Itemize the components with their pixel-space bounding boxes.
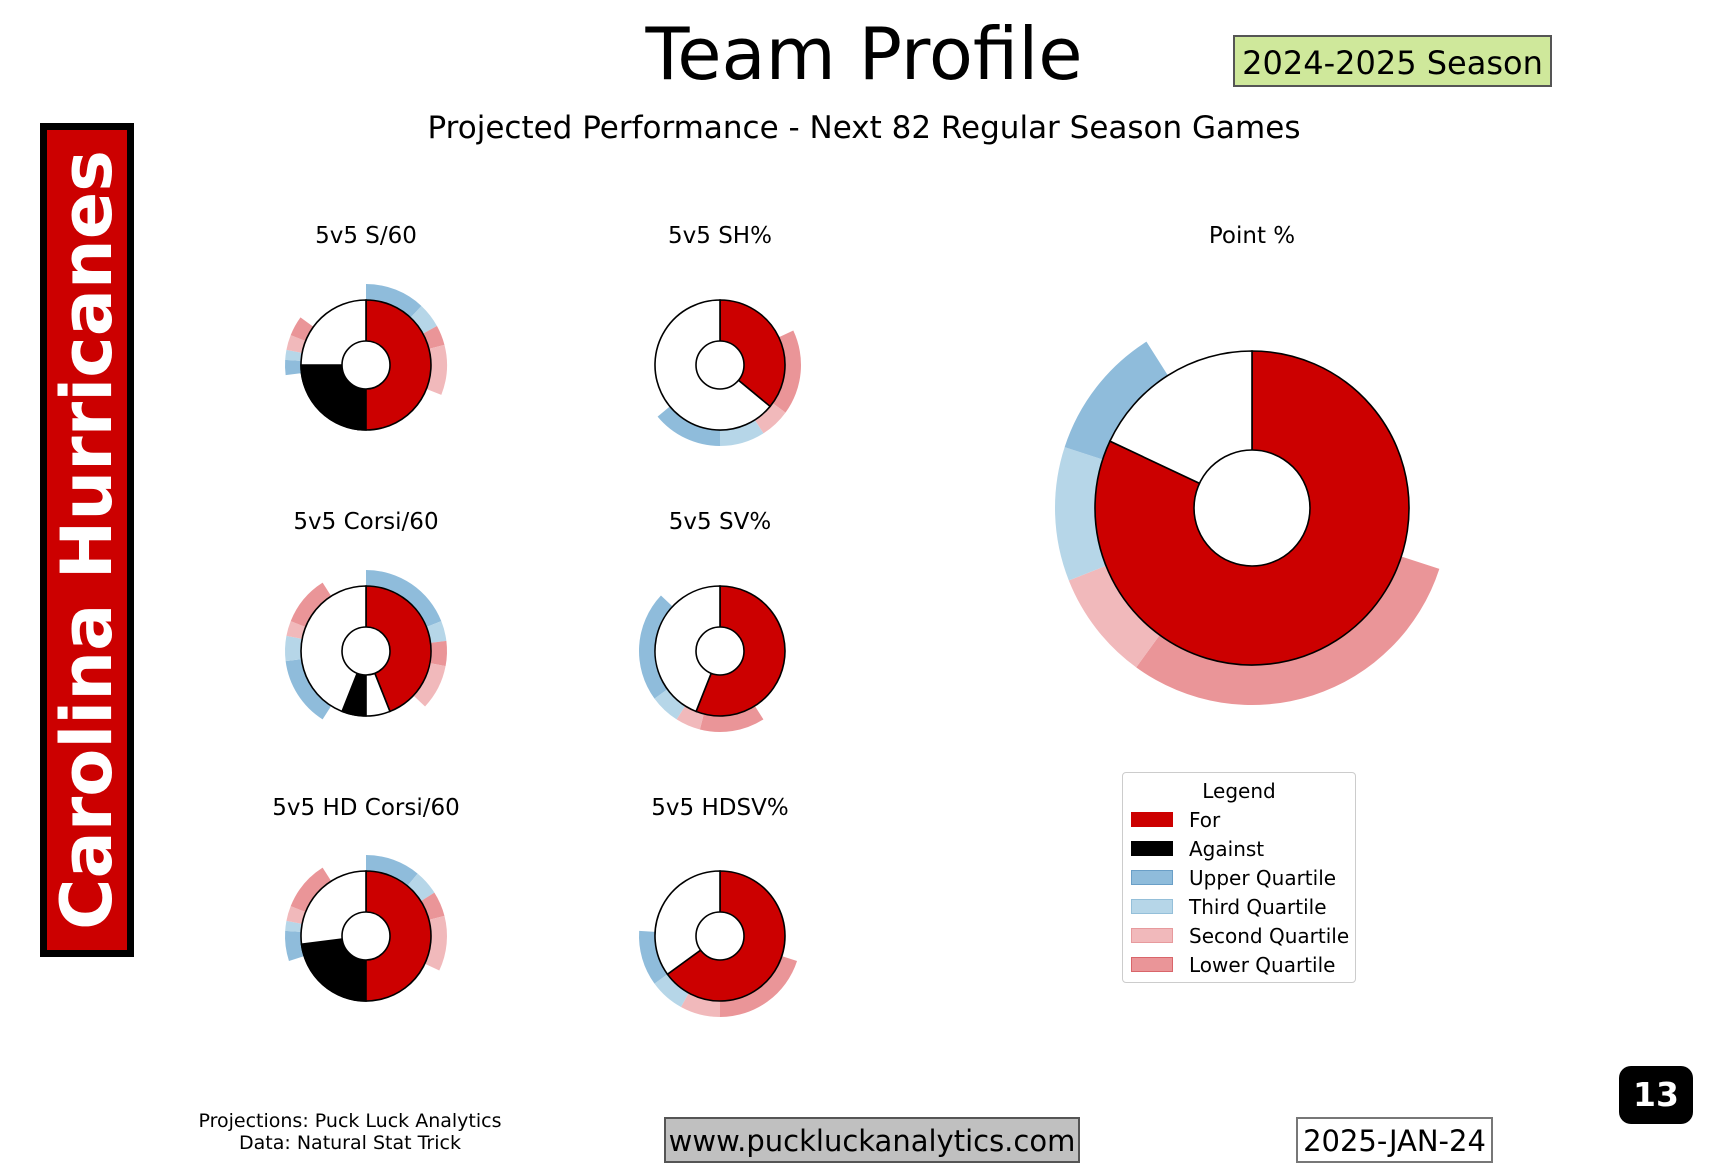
legend-label-second-quartile: Second Quartile: [1189, 924, 1350, 948]
legend-swatch-for: [1131, 812, 1173, 827]
donut-chart-5v5-hd-corsi-60: 5v5 HD Corsi/60: [272, 795, 460, 1002]
slice-for: [352, 870, 432, 1002]
quartile-segment-third-quartile: [285, 349, 305, 362]
slice-for: [356, 299, 432, 431]
quartile-segment-third-quartile: [406, 873, 435, 903]
legend-label-for: For: [1189, 808, 1221, 832]
chart-title: 5v5 SV%: [669, 509, 771, 535]
quartile-segment-third-quartile: [285, 920, 305, 933]
donut-chart-5v5-sh: 5v5 SH%: [654, 223, 801, 446]
quartile-segment-lower-quartile: [1136, 555, 1440, 706]
legend-swatch-upper-quartile: [1131, 870, 1173, 885]
chart-title: 5v5 S/60: [315, 223, 417, 249]
quartile-segment-third-quartile: [284, 635, 305, 662]
chart-title: Point %: [1209, 223, 1295, 249]
legend-swatch-against: [1131, 841, 1173, 856]
credits-projections: Projections: Puck Luck Analytics: [198, 1110, 502, 1132]
quartile-segment-upper-quartile: [366, 855, 418, 888]
quartile-segment-upper-quartile: [366, 284, 422, 320]
quartile-segment-lower-quartile: [699, 704, 764, 733]
slice-for: [719, 299, 786, 408]
team-banner: Carolina Hurricanes: [40, 123, 134, 957]
slice-against: [654, 870, 721, 976]
quartile-segment-second-quartile: [1068, 565, 1161, 668]
quartile-segment-third-quartile: [720, 418, 764, 446]
chart-title: 5v5 HDSV%: [651, 795, 788, 821]
quartile-segment-upper-quartile: [285, 359, 304, 376]
quartile-segment-second-quartile: [411, 662, 446, 707]
quartile-segment-third-quartile: [1054, 447, 1108, 581]
legend-swatch-third-quartile: [1131, 899, 1173, 914]
date-label: 2025-JAN-24: [1296, 1117, 1493, 1163]
donut-hole: [695, 626, 745, 676]
donut-chart-5v5-hdsv: 5v5 HDSV%: [638, 795, 798, 1017]
page-subtitle: Projected Performance - Next 82 Regular …: [427, 110, 1301, 146]
quartile-segment-second-quartile: [286, 621, 308, 640]
website-link[interactable]: www.puckluckanalytics.com: [664, 1117, 1080, 1163]
quartile-segment-lower-quartile: [290, 582, 333, 628]
quartile-segment-second-quartile: [753, 402, 786, 434]
donut-hole: [341, 340, 391, 390]
legend-label-upper-quartile: Upper Quartile: [1189, 866, 1337, 890]
legend-label-lower-quartile: Lower Quartile: [1189, 953, 1336, 977]
donut-hole: [341, 911, 391, 961]
slice-against: [654, 585, 721, 713]
quartile-segment-upper-quartile: [657, 405, 720, 446]
donut-chart-5v5-s-60: 5v5 S/60: [285, 223, 448, 431]
quartile-segment-upper-quartile: [285, 658, 333, 720]
donut-hole: [1193, 449, 1311, 567]
chart-title: 5v5 Corsi/60: [293, 509, 438, 535]
quartile-segment-third-quartile: [654, 973, 690, 1007]
donut-chart-5v5-corsi-60: 5v5 Corsi/60: [284, 509, 448, 720]
legend-title: Legend: [1202, 779, 1276, 803]
quartile-segment-third-quartile: [654, 688, 687, 720]
quartile-segment-lower-quartile: [290, 867, 333, 913]
quartile-segment-upper-quartile: [638, 930, 670, 984]
legend: Legend For Against Upper Quartile Third …: [1122, 772, 1356, 983]
legend-swatch-second-quartile: [1131, 928, 1173, 943]
quartile-segment-upper-quartile: [1064, 341, 1169, 461]
chart-title: 5v5 SH%: [668, 223, 772, 249]
donut-chart-5v5-sv: 5v5 SV%: [638, 509, 786, 733]
slice-for: [365, 585, 432, 713]
legend-label-third-quartile: Third Quartile: [1189, 895, 1327, 919]
credits: Projections: Puck Luck Analytics Data: N…: [170, 1110, 530, 1154]
legend-label-against: Against: [1189, 837, 1265, 861]
season-badge: 2024-2025 Season: [1233, 35, 1552, 87]
quartile-segment-lower-quartile: [427, 640, 448, 667]
donut-hole: [695, 340, 745, 390]
quartile-segment-third-quartile: [409, 305, 437, 335]
donut-hole: [341, 626, 391, 676]
quartile-segment-second-quartile: [286, 906, 308, 925]
chart-title: 5v5 HD Corsi/60: [272, 795, 459, 821]
legend-swatch-lower-quartile: [1131, 957, 1173, 972]
page-number-badge: 13: [1619, 1066, 1693, 1124]
donut-hole: [695, 911, 745, 961]
credits-data-source: Data: Natural Stat Trick: [239, 1132, 461, 1154]
page-title: Team Profile: [645, 12, 1083, 96]
quartile-segment-second-quartile: [680, 991, 720, 1017]
donut-chart-point: Point %: [1054, 223, 1440, 706]
